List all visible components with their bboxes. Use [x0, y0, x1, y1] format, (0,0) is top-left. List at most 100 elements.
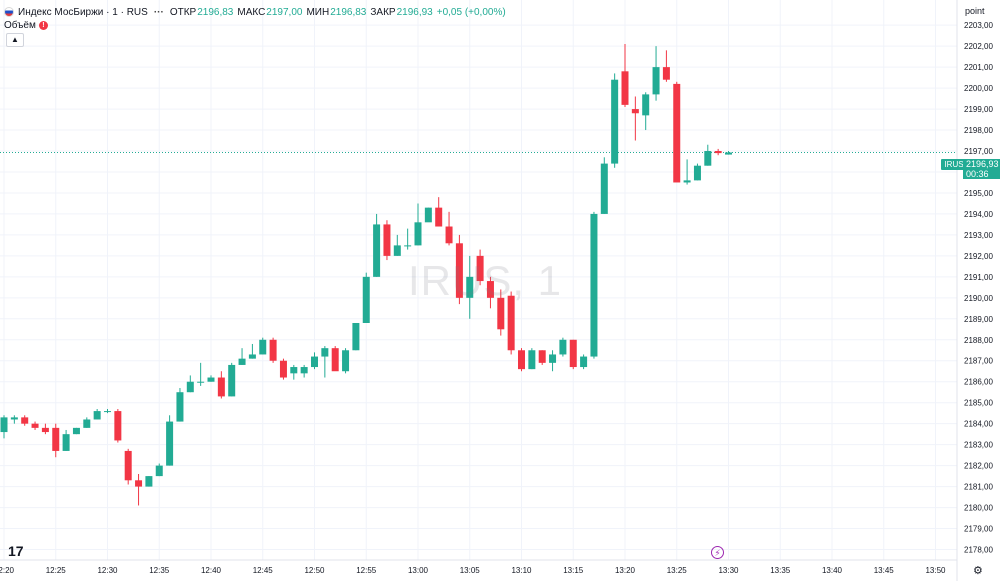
candle-body [580, 356, 588, 368]
x-tick-label: 12:20 [0, 566, 15, 575]
x-tick-label: 12:55 [356, 566, 377, 575]
candle-body [352, 322, 360, 351]
lightning-icon[interactable]: ⚡ [711, 546, 724, 559]
candle-body [518, 350, 525, 370]
candle-body [569, 339, 577, 368]
candle-body [725, 152, 732, 155]
y-tick-label: 2179,00 [964, 525, 993, 534]
symbol-title[interactable]: Индекс МосБиржи · 1 · RUS [18, 6, 148, 18]
candle-body [383, 224, 391, 256]
last-price-countdown: 00:36 [966, 169, 989, 179]
x-tick-label: 13:25 [667, 566, 688, 575]
candle-body [31, 423, 39, 428]
x-tick-label: 12:30 [97, 566, 118, 575]
candle-body [704, 151, 712, 166]
candle-body [321, 348, 329, 357]
price-axis: 2178,00 2179,00 2180,00 2181,00 2182,00 2183,… [956, 0, 1000, 581]
candle-body [279, 360, 287, 378]
y-tick-label: 2202,00 [964, 42, 993, 51]
chevron-up-icon[interactable]: ▲ [6, 33, 24, 47]
candle-body [466, 276, 474, 298]
candle-body [486, 281, 494, 298]
open-label: ОТКР [169, 6, 197, 18]
candle-body [538, 350, 546, 363]
x-tick-label: 13:35 [770, 566, 791, 575]
candle-body [207, 377, 215, 382]
candle-body [631, 109, 639, 114]
candle-body [714, 151, 722, 154]
warning-icon[interactable]: ! [38, 21, 48, 30]
candle-body [166, 421, 174, 466]
x-tick-label: 12:35 [149, 566, 170, 575]
close-label: ЗАКР [370, 6, 396, 18]
close-value: 2196,93 [396, 6, 433, 18]
candle-body [611, 79, 619, 164]
candle-body [145, 476, 153, 487]
scale-mode-label[interactable]: point [965, 6, 985, 16]
candle-body [155, 465, 163, 477]
candle-body [311, 356, 318, 368]
y-tick-label: 2192,00 [964, 252, 993, 261]
y-tick-label: 2187,00 [964, 357, 993, 366]
candle-body [621, 71, 629, 105]
x-tick-label: 13:40 [822, 566, 843, 575]
x-tick-label: 13:10 [511, 566, 532, 575]
candle-body [114, 411, 122, 441]
x-tick-label: 12:50 [304, 566, 325, 575]
candle-body [186, 381, 194, 393]
y-tick-label: 2188,00 [964, 336, 993, 345]
candle-body [248, 354, 256, 359]
y-tick-label: 2183,00 [964, 441, 993, 450]
change-value: +0,05 (+0,00%) [436, 6, 506, 18]
y-tick-label: 2198,00 [964, 126, 993, 135]
gear-icon[interactable]: ⚙ [973, 565, 983, 577]
y-tick-label: 2182,00 [964, 462, 993, 471]
x-tick-label: 12:40 [201, 566, 222, 575]
candle-body [10, 417, 18, 420]
y-tick-label: 2197,00 [964, 147, 993, 156]
y-tick-label: 2181,00 [964, 483, 993, 492]
candle-body [673, 83, 681, 183]
time-axis: 12:20 12:25 12:30 12:35 12:40 12:45 12:50 12:55… [0, 559, 957, 575]
candle-body [83, 419, 91, 428]
y-tick-label: 2195,00 [964, 189, 993, 198]
candle-body [662, 67, 670, 80]
candles-layer [0, 44, 732, 506]
x-tick-label: 12:25 [46, 566, 67, 575]
candle-body [41, 427, 49, 433]
x-tick-label: 13:45 [874, 566, 895, 575]
candle-body [62, 434, 70, 451]
volume-label: Объём [4, 20, 36, 31]
candle-body [424, 207, 432, 223]
x-tick-label: 13:00 [408, 566, 429, 575]
x-tick-label: 13:20 [615, 566, 636, 575]
candle-body [404, 245, 412, 247]
y-tick-label: 2191,00 [964, 273, 993, 282]
candle-body [549, 354, 557, 363]
y-tick-label: 2203,00 [964, 21, 993, 30]
candle-body [290, 367, 298, 374]
last-price-badge: 2196,93 00:36 [963, 159, 1000, 179]
high-label: МАКС [237, 6, 266, 18]
candle-body [228, 364, 236, 397]
candle-body [559, 339, 567, 355]
high-value: 2197,00 [266, 6, 303, 18]
candle-body [342, 350, 350, 372]
candle-body [590, 213, 598, 357]
open-value: 2196,83 [197, 6, 234, 18]
candle-body [362, 276, 370, 323]
y-tick-label: 2189,00 [964, 315, 993, 324]
candle-body [507, 295, 515, 351]
y-tick-label: 2190,00 [964, 294, 993, 303]
candle-body [435, 207, 443, 227]
volume-legend[interactable]: Объём ! [4, 20, 48, 31]
candle-body [693, 165, 701, 181]
tradingview-logo-icon[interactable]: 17 [8, 543, 24, 559]
candle-body [197, 381, 205, 383]
candle-body [72, 427, 80, 435]
candle-body [104, 411, 111, 413]
x-tick-label: 13:15 [563, 566, 584, 575]
more-dots-icon[interactable]: ··· [153, 6, 164, 18]
candle-body [373, 224, 381, 277]
